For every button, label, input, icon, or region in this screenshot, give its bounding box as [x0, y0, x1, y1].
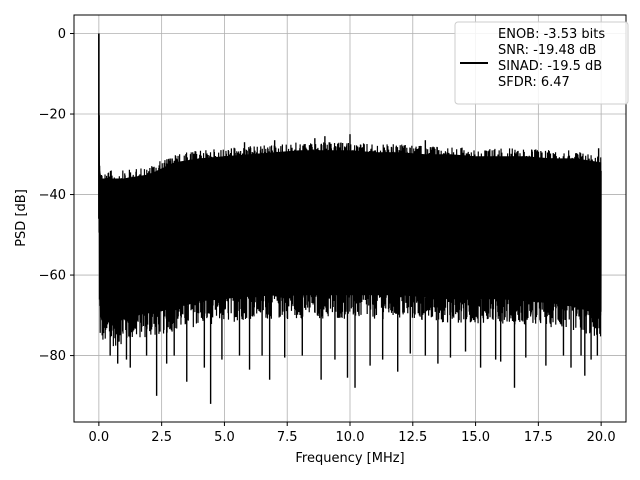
legend: ENOB: -3.53 bits SNR: -19.48 dB SINAD: -19… [454, 21, 629, 105]
x-tick-label: 0.0 [89, 430, 110, 445]
x-axis: 0.0 2.5 5.0 7.5 10.0 12.5 15.0 17.5 20.0 [89, 422, 616, 445]
x-axis-label: Frequency [MHz] [295, 451, 404, 466]
y-tick-label: −40 [39, 188, 66, 203]
x-tick-label: 10.0 [336, 430, 365, 445]
y-tick-label: −60 [39, 269, 66, 284]
x-tick-label: 15.0 [461, 430, 490, 445]
y-tick-label: −80 [39, 349, 66, 364]
x-tick-label: 2.5 [151, 430, 172, 445]
x-tick-label: 17.5 [524, 430, 553, 445]
x-tick-label: 20.0 [587, 430, 616, 445]
y-tick-label: −20 [39, 108, 66, 123]
y-axis: 0 −20 −40 −60 −80 [39, 27, 74, 364]
x-tick-label: 12.5 [398, 430, 427, 445]
y-axis-label: PSD [dB] [14, 189, 29, 247]
x-tick-label: 5.0 [214, 430, 235, 445]
y-tick-label: 0 [58, 27, 66, 42]
x-tick-label: 7.5 [277, 430, 298, 445]
series-layer [98, 33, 602, 404]
psd-band [98, 41, 602, 324]
legend-box [454, 21, 629, 105]
legend-label: ENOB: -3.53 bits SNR: -19.48 dB SINAD: -19… [498, 27, 605, 90]
